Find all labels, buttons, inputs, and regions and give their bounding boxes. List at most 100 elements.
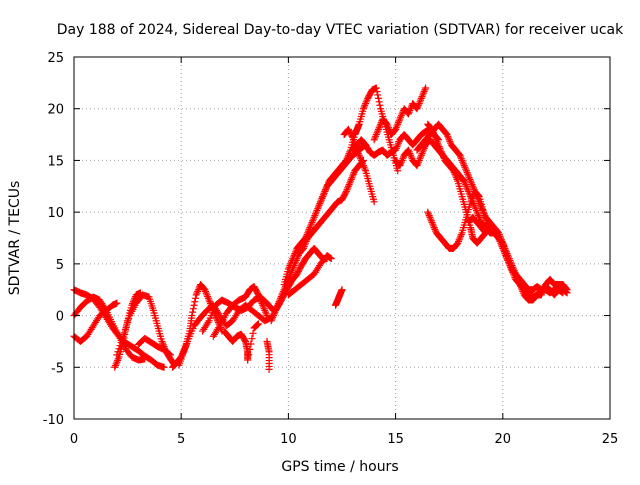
data-point bbox=[439, 151, 447, 159]
data-point bbox=[113, 299, 121, 307]
data-point bbox=[406, 150, 414, 158]
data-point bbox=[464, 170, 472, 178]
data-point bbox=[469, 182, 477, 190]
data-point bbox=[462, 181, 470, 189]
data-point bbox=[116, 342, 124, 350]
data-point bbox=[254, 291, 262, 299]
data-point bbox=[425, 212, 433, 220]
data-point bbox=[540, 286, 548, 294]
data-point bbox=[299, 244, 307, 252]
data-point bbox=[462, 167, 470, 175]
data-point bbox=[498, 238, 506, 246]
data-point bbox=[394, 119, 402, 127]
data-point bbox=[344, 151, 352, 159]
data-point bbox=[319, 193, 327, 201]
data-point bbox=[503, 255, 511, 263]
data-point bbox=[392, 124, 400, 132]
data-point bbox=[437, 148, 445, 156]
data-point bbox=[434, 139, 442, 147]
data-point bbox=[394, 139, 402, 147]
data-point bbox=[504, 256, 512, 264]
data-point bbox=[338, 286, 346, 294]
data-point bbox=[539, 287, 547, 295]
data-point bbox=[307, 220, 315, 228]
data-point bbox=[415, 156, 423, 164]
data-point bbox=[468, 194, 476, 202]
data-point bbox=[416, 98, 424, 106]
data-point bbox=[258, 300, 266, 308]
data-point bbox=[357, 156, 365, 164]
data-point bbox=[344, 182, 352, 190]
data-point bbox=[384, 122, 392, 130]
data-point bbox=[374, 94, 382, 102]
data-point bbox=[111, 362, 119, 370]
data-point bbox=[397, 113, 405, 121]
data-point bbox=[417, 151, 425, 159]
data-point bbox=[310, 213, 318, 221]
data-point bbox=[118, 335, 126, 343]
data-point bbox=[427, 215, 435, 223]
data-point bbox=[420, 87, 428, 95]
data-point bbox=[288, 256, 296, 264]
data-point bbox=[451, 170, 459, 178]
data-point bbox=[444, 134, 452, 142]
data-point bbox=[414, 101, 422, 109]
data-point bbox=[428, 125, 436, 133]
y-tick-label: 15 bbox=[47, 154, 64, 169]
data-point bbox=[392, 144, 400, 152]
data-point bbox=[189, 305, 197, 313]
data-point bbox=[160, 363, 168, 371]
data-point bbox=[457, 155, 465, 163]
data-point bbox=[454, 239, 462, 247]
data-point bbox=[540, 284, 548, 292]
data-point bbox=[278, 291, 286, 299]
data-point bbox=[450, 168, 458, 176]
data-point bbox=[188, 312, 196, 320]
y-tick-label: 5 bbox=[56, 258, 64, 273]
data-point bbox=[204, 294, 212, 302]
data-point bbox=[114, 348, 122, 356]
data-point bbox=[291, 250, 299, 258]
data-point bbox=[268, 315, 276, 323]
data-point bbox=[114, 356, 122, 364]
data-point bbox=[202, 289, 210, 297]
data-point bbox=[397, 160, 405, 168]
y-tick-label: 20 bbox=[47, 103, 64, 118]
data-point bbox=[383, 120, 391, 128]
data-point bbox=[360, 103, 368, 111]
data-point bbox=[460, 162, 468, 170]
data-point bbox=[407, 153, 415, 161]
data-point bbox=[518, 286, 526, 294]
y-tick-label: 25 bbox=[47, 51, 64, 66]
data-point bbox=[392, 125, 400, 133]
data-point bbox=[303, 231, 311, 239]
data-point bbox=[435, 143, 443, 151]
data-point bbox=[265, 365, 273, 373]
plot-frame bbox=[73, 56, 611, 420]
data-point bbox=[113, 358, 121, 366]
data-point bbox=[519, 287, 527, 295]
data-point bbox=[312, 208, 320, 216]
data-point bbox=[253, 321, 261, 329]
data-point bbox=[349, 172, 357, 180]
data-point bbox=[467, 196, 475, 204]
data-point bbox=[114, 355, 122, 363]
data-point bbox=[446, 137, 454, 145]
data-point bbox=[347, 175, 355, 183]
data-point bbox=[286, 262, 294, 270]
data-point bbox=[475, 213, 483, 221]
data-point bbox=[470, 201, 478, 209]
data-point bbox=[475, 192, 483, 200]
data-point bbox=[307, 222, 315, 230]
data-point bbox=[424, 208, 432, 216]
data-point bbox=[343, 155, 351, 163]
series-track-18 bbox=[332, 286, 346, 309]
data-point bbox=[459, 160, 467, 168]
data-point bbox=[204, 293, 212, 301]
data-point bbox=[460, 177, 468, 185]
data-point bbox=[507, 265, 515, 273]
data-point bbox=[348, 132, 356, 140]
data-point bbox=[456, 234, 464, 242]
data-point bbox=[342, 189, 350, 197]
